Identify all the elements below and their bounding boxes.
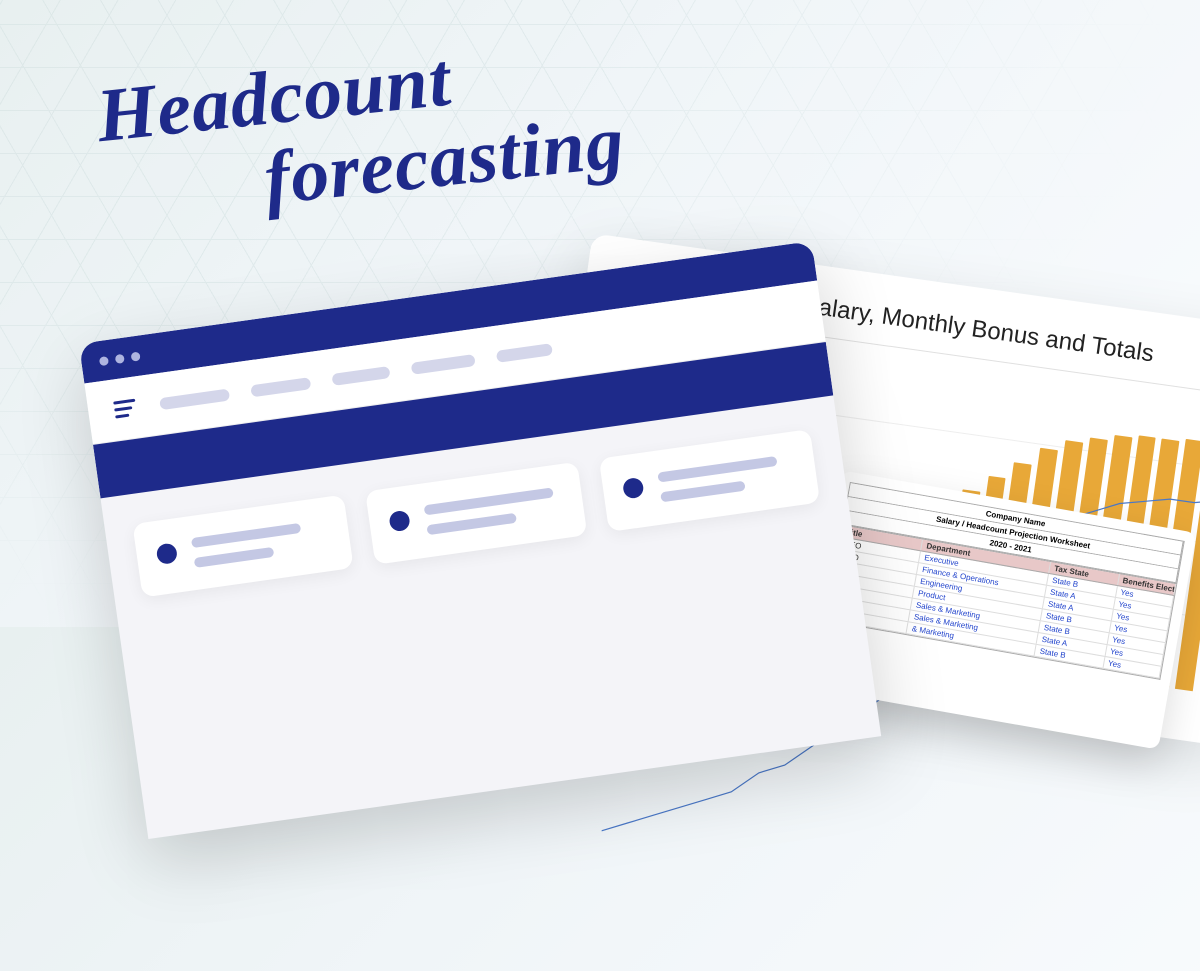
card-text-placeholder: [424, 487, 554, 515]
card-text-placeholder: [660, 481, 746, 503]
window-dot: [99, 356, 109, 366]
nav-item-placeholder[interactable]: [159, 388, 230, 410]
card-text-placeholder: [194, 547, 275, 568]
nav-item-placeholder[interactable]: [250, 377, 311, 397]
content-card[interactable]: [365, 462, 587, 565]
card-bullet-icon: [622, 477, 645, 500]
nav-item-placeholder[interactable]: [331, 365, 390, 385]
card-text-placeholder: [427, 513, 518, 535]
card-text-placeholder: [657, 456, 777, 483]
window-dot: [115, 353, 125, 363]
browser-card: [79, 241, 881, 839]
card-text-placeholder: [191, 523, 301, 548]
nav-item-placeholder[interactable]: [496, 343, 553, 363]
window-dot: [130, 351, 140, 361]
card-bullet-icon: [389, 510, 412, 533]
content-card[interactable]: [132, 495, 354, 598]
card-bullet-icon: [156, 542, 179, 565]
content-card[interactable]: [598, 429, 820, 532]
hamburger-icon[interactable]: [113, 399, 137, 419]
nav-item-placeholder[interactable]: [411, 354, 476, 375]
